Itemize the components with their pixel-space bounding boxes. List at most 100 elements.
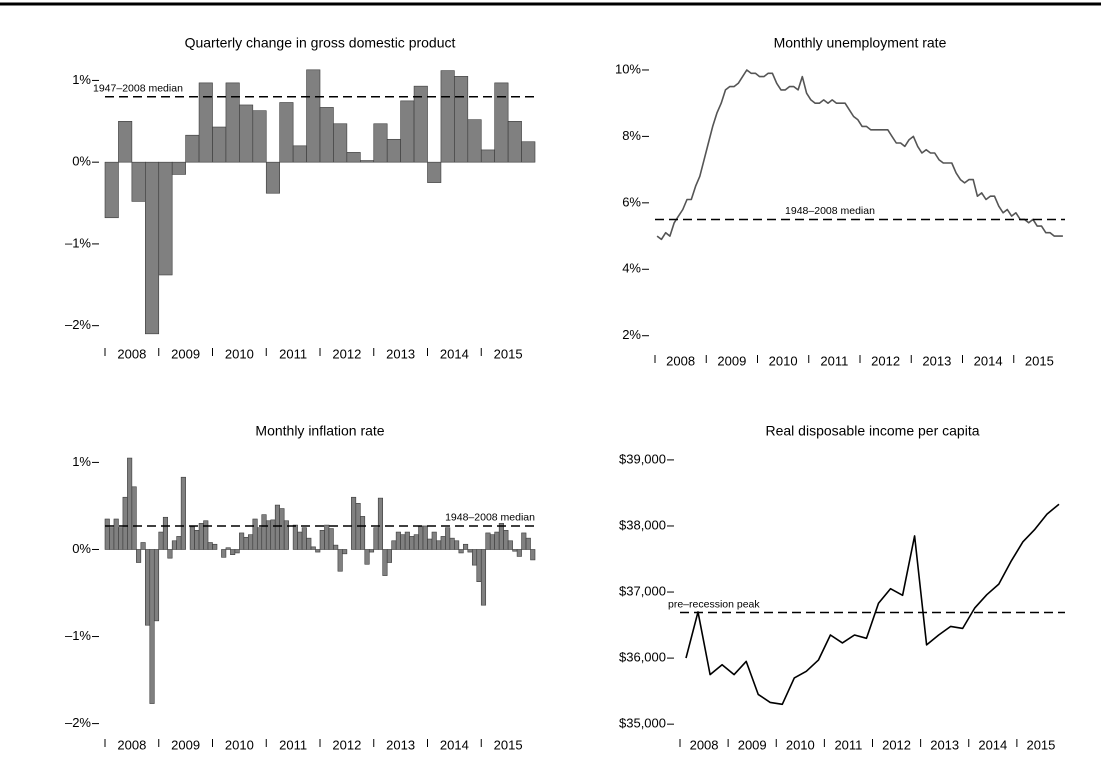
bar [454,540,460,550]
x-tick-label: 2010 [786,737,815,752]
bar [306,537,312,550]
x-tick-label: 2015 [494,737,523,752]
bar [252,110,267,163]
x-tick-label: 2011 [279,346,307,361]
y-tick-label: 6% [622,194,641,209]
bar [516,549,522,557]
x-tick-label: 2012 [882,737,911,752]
bar [409,536,415,550]
bar [279,102,294,163]
bar [145,161,160,335]
bar [386,138,401,163]
bar [185,134,200,163]
y-tick-label: 10% [615,61,641,76]
x-tick-label: 2014 [978,737,1007,752]
bar [458,549,464,554]
bar [221,549,227,558]
bar [145,549,151,626]
bar [297,531,303,550]
bar [494,531,500,550]
bar [333,544,339,550]
bar [436,540,442,550]
bar [485,532,491,550]
bar [373,527,379,550]
reference-label: 1948–2008 median [785,205,875,217]
x-tick-label: 2008 [117,346,146,361]
y-tick-label: 0% [72,541,91,556]
bar [212,543,218,550]
bar [198,523,204,550]
bar [180,476,186,550]
x-tick-label: 2014 [974,353,1003,368]
bar [265,520,272,550]
y-tick-label: $37,000 [619,583,666,598]
bar [122,496,128,550]
x-tick-label: 2011 [820,353,848,368]
bar [207,542,213,550]
bar [127,457,133,550]
bar [292,524,298,550]
bar [476,549,482,582]
x-tick-label: 2014 [440,737,469,752]
bar [445,527,451,550]
bar [230,549,236,555]
bar [256,527,263,550]
bar [171,161,186,175]
bar [521,532,527,550]
x-tick-label: 2009 [738,737,767,752]
bar [239,532,245,550]
bar [337,549,343,572]
y-tick-label: –1% [65,628,91,643]
bar [427,538,433,550]
bar [364,549,370,565]
bar [360,516,366,550]
bar [149,549,155,704]
x-tick-label: 2015 [494,346,523,361]
x-tick-label: 2012 [332,737,361,752]
bar [315,549,321,553]
bar [480,149,495,163]
bar [319,530,325,550]
bar [521,141,536,163]
bar [292,145,307,163]
bar [404,531,410,550]
chart-title: Monthly unemployment rate [774,35,947,51]
bar [413,85,428,163]
bar [507,540,513,550]
y-tick-label: $36,000 [619,650,666,665]
y-tick-label: $38,000 [619,517,666,532]
bar [440,70,455,163]
bar [328,528,334,550]
bar [512,549,518,552]
y-tick-label: 0% [72,154,91,169]
bar [203,520,209,550]
y-tick-label: $39,000 [619,451,666,466]
bar [279,508,285,550]
bar [386,549,392,563]
x-tick-label: 2010 [225,346,254,361]
bar [494,82,509,163]
bar [395,531,401,550]
bar [489,534,495,550]
y-tick-label: –2% [65,715,91,730]
bar [530,549,536,561]
bar [351,496,357,550]
bar [104,161,119,219]
bar [467,549,473,553]
bar [422,525,428,550]
bar [306,69,321,163]
bar [319,107,334,163]
bar [243,536,249,550]
x-tick-label: 2008 [117,737,146,752]
data-line [685,503,1060,706]
bar [118,121,133,163]
x-tick-label: 2011 [279,737,307,752]
bar [373,123,388,163]
bar [274,504,280,550]
x-tick-label: 2009 [171,346,200,361]
y-tick-label: –1% [65,235,91,250]
bar [140,542,146,550]
bar [261,514,267,550]
reference-label: 1947–2008 median [93,83,183,95]
